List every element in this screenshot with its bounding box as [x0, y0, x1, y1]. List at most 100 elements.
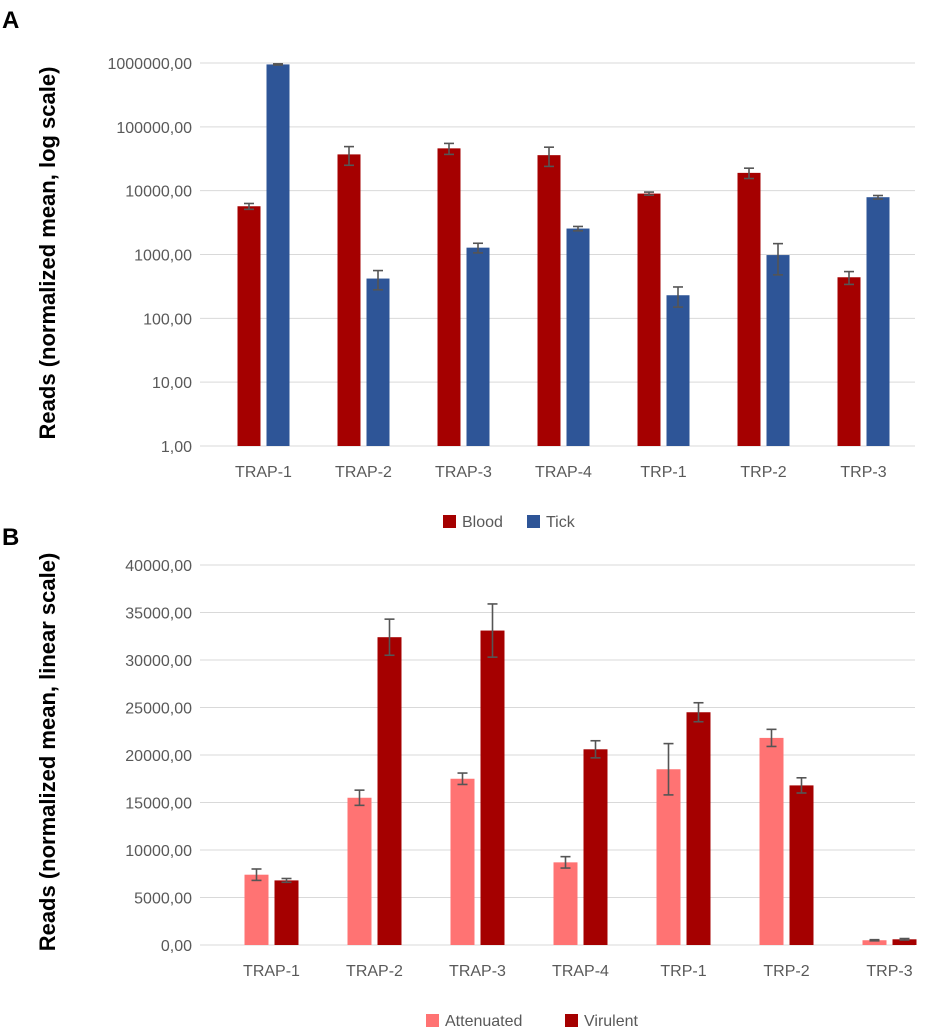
panel-b-error-bar-attenuated-trp-3 — [869, 938, 880, 942]
panel-b-bar-attenuated-trap-3 — [450, 778, 475, 945]
panel-a-bar-blood-trp-2 — [737, 172, 761, 446]
panel-a-bar-tick-trp-2 — [766, 255, 790, 446]
panel-a-y-tick-label: 1000000,00 — [107, 56, 192, 73]
panel-b-error-bar-virulent-trap-2 — [384, 618, 395, 657]
panel-a-letter: A — [2, 7, 19, 34]
panel-a-error-bar-blood-trap-2 — [344, 145, 354, 167]
panel-a-y-tick-label: 1,00 — [161, 439, 192, 456]
panel-b-category-label: TRAP-4 — [552, 963, 609, 980]
panel-b-error-bar-virulent-trp-1 — [693, 701, 704, 723]
panel-b-error-bar-attenuated-trp-1 — [663, 742, 674, 796]
panel-a-error-bar-blood-trap-3 — [444, 142, 454, 156]
panel-b-error-bar-attenuated-trap-3 — [457, 772, 468, 786]
panel-a-bar-blood-trap-1 — [237, 206, 261, 446]
panel-b-bar-attenuated-trp-3 — [862, 940, 887, 945]
panel-a-error-bar-blood-trap-1 — [244, 202, 254, 211]
legend-swatch-blood — [443, 515, 456, 528]
legend-label-tick: Tick — [546, 514, 576, 531]
panel-b-category-label: TRP-2 — [763, 963, 809, 980]
panel-a-bar-tick-trap-1 — [266, 64, 290, 447]
panel-a-error-bar-blood-trap-4 — [544, 146, 554, 168]
legend-swatch-tick — [527, 515, 540, 528]
panel-a-category-label: TRAP-1 — [235, 464, 292, 481]
panel-b-bar-attenuated-trap-2 — [347, 797, 372, 945]
panel-b-y-tick-label: 35000,00 — [125, 606, 192, 623]
panel-b-bar-attenuated-trp-1 — [656, 769, 681, 945]
panel-b-bar-virulent-trap-3 — [480, 630, 505, 945]
panel-a-y-tick-label: 10000,00 — [125, 184, 192, 201]
panel-a-error-bar-tick-trap-4 — [573, 225, 583, 232]
panel-b-error-bar-virulent-trp-2 — [796, 776, 807, 794]
panel-b-bar-attenuated-trp-2 — [759, 737, 784, 945]
panel-a-error-bar-tick-trap-2 — [373, 269, 383, 291]
panel-b-y-tick-label: 30000,00 — [125, 653, 192, 670]
panel-b-y-tick-label: 5000,00 — [134, 891, 192, 908]
panel-a-y-tick-label: 10,00 — [152, 375, 192, 392]
panel-a-bar-tick-trp-3 — [866, 197, 890, 446]
panel-b-error-bar-attenuated-trp-2 — [766, 728, 777, 748]
panel-b-bar-attenuated-trap-4 — [553, 862, 578, 945]
panel-b-bar-virulent-trp-1 — [686, 712, 711, 945]
panel-b-error-bar-attenuated-trap-1 — [251, 868, 262, 882]
panel-a-bar-blood-trp-1 — [637, 193, 661, 446]
panel-a-category-label: TRP-1 — [640, 464, 686, 481]
panel-a-error-bar-tick-trap-3 — [473, 242, 483, 254]
panel-b-error-bar-virulent-trap-1 — [281, 877, 292, 884]
panel-b-error-bar-virulent-trap-3 — [487, 603, 498, 658]
legend-swatch-virulent — [565, 1014, 578, 1027]
panel-b-error-bar-attenuated-trap-2 — [354, 789, 365, 807]
panel-b-legend: Attenuated Virulent — [426, 1013, 639, 1030]
panel-a-error-bar-tick-trp-1 — [673, 286, 683, 308]
panel-b-y-tick-label: 0,00 — [161, 938, 192, 955]
panel-b-y-tick-label: 10000,00 — [125, 843, 192, 860]
panel-b-bar-attenuated-trap-1 — [244, 874, 269, 945]
panel-a-legend: Blood Tick — [443, 514, 576, 531]
panel-a-error-bar-blood-trp-1 — [644, 191, 654, 196]
panel-b-bar-virulent-trap-1 — [274, 880, 299, 945]
panel-b-bar-virulent-trp-3 — [892, 939, 917, 945]
panel-a-category-label: TRP-3 — [840, 464, 886, 481]
panel-a-error-bar-tick-trap-1 — [273, 63, 283, 66]
panel-b-error-bar-attenuated-trap-4 — [560, 855, 571, 869]
panel-b-y-axis-label: Reads (normalized mean, linear scale) — [35, 553, 60, 952]
panel-a-category-label: TRAP-2 — [335, 464, 392, 481]
legend-label-blood: Blood — [462, 514, 503, 531]
panel-a-y-tick-label: 1000,00 — [134, 248, 192, 265]
panel-b-error-bar-virulent-trp-3 — [899, 937, 910, 941]
panel-a-bar-blood-trp-3 — [837, 277, 861, 446]
legend-label-virulent: Virulent — [584, 1013, 639, 1030]
panel-a-category-label: TRAP-3 — [435, 464, 492, 481]
panel-a-bar-tick-trap-4 — [566, 228, 590, 446]
panel-a-error-bar-tick-trp-3 — [873, 194, 883, 200]
panel-b-error-bar-virulent-trap-4 — [590, 739, 601, 759]
panel-a-category-label: TRAP-4 — [535, 464, 592, 481]
panel-a-error-bar-blood-trp-3 — [844, 270, 854, 286]
panel-a-error-bar-blood-trp-2 — [744, 167, 754, 180]
panel-b-bar-virulent-trap-2 — [377, 637, 402, 945]
panel-a-y-axis-label: Reads (normalized mean, log scale) — [35, 67, 60, 440]
panel-b-y-tick-label: 15000,00 — [125, 796, 192, 813]
panel-a-y-tick-label: 100,00 — [143, 311, 192, 328]
panel-a-y-tick-label: 100000,00 — [116, 120, 192, 137]
panel-a-category-label: TRP-2 — [740, 464, 786, 481]
panel-b-category-label: TRAP-1 — [243, 963, 300, 980]
panel-b-chart: 0,00 5000,00 10000,00 15000,00 20000,00 25000… — [125, 558, 917, 980]
panel-a-bar-blood-trap-4 — [537, 155, 561, 447]
panel-b-y-tick-label: 40000,00 — [125, 558, 192, 575]
panel-b-category-label: TRAP-2 — [346, 963, 403, 980]
panel-b-category-label: TRAP-3 — [449, 963, 506, 980]
panel-b-letter: B — [2, 524, 19, 551]
panel-a-bar-tick-trp-1 — [666, 295, 690, 446]
panel-b-y-tick-label: 20000,00 — [125, 748, 192, 765]
panel-b-category-label: TRP-3 — [866, 963, 912, 980]
panel-a-bar-blood-trap-3 — [437, 148, 461, 446]
legend-swatch-attenuated — [426, 1014, 439, 1027]
panel-b-category-label: TRP-1 — [660, 963, 706, 980]
panel-a-bar-blood-trap-2 — [337, 154, 361, 446]
legend-label-attenuated: Attenuated — [445, 1013, 522, 1030]
panel-b-y-tick-label: 25000,00 — [125, 701, 192, 718]
panel-a-bar-tick-trap-2 — [366, 278, 390, 446]
panel-b-bar-virulent-trap-4 — [583, 749, 608, 945]
panel-a-error-bar-tick-trp-2 — [773, 242, 783, 276]
